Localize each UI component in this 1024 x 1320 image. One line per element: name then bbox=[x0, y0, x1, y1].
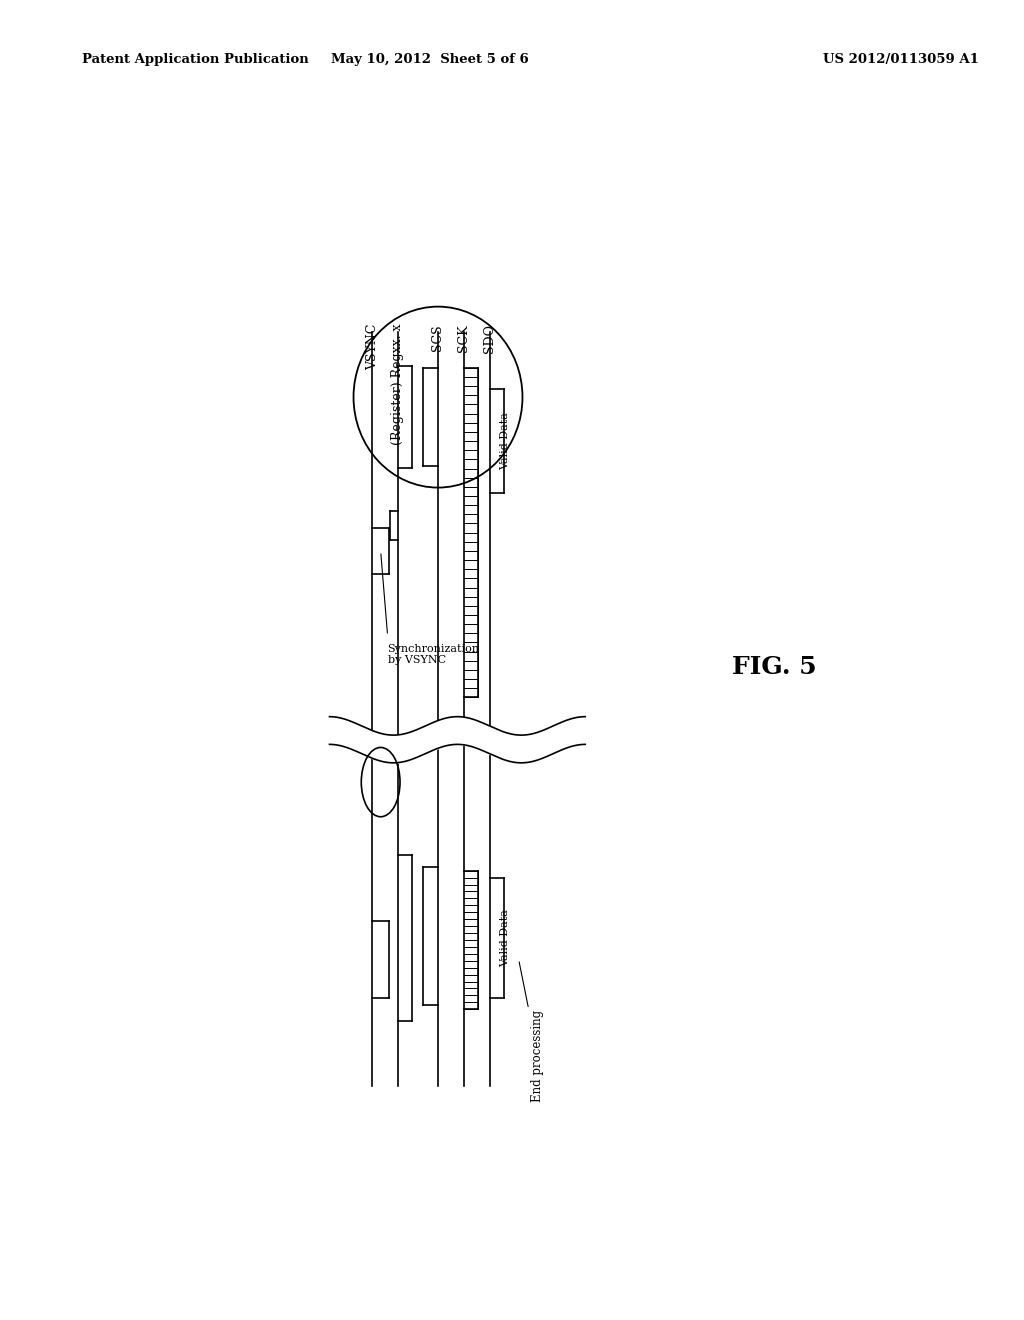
Text: Valid Data: Valid Data bbox=[500, 412, 510, 470]
Text: (Register) Regxx. x: (Register) Regxx. x bbox=[391, 323, 404, 445]
Text: US 2012/0113059 A1: US 2012/0113059 A1 bbox=[823, 53, 979, 66]
Text: Patent Application Publication: Patent Application Publication bbox=[82, 53, 308, 66]
Text: May 10, 2012  Sheet 5 of 6: May 10, 2012 Sheet 5 of 6 bbox=[331, 53, 529, 66]
Text: SDO: SDO bbox=[483, 323, 497, 352]
Text: Synchronization
by VSYNC: Synchronization by VSYNC bbox=[388, 644, 479, 665]
Text: SCK: SCK bbox=[457, 323, 470, 351]
Text: SCS: SCS bbox=[431, 323, 444, 351]
Text: Valid Data: Valid Data bbox=[500, 909, 510, 968]
Text: VSYNC: VSYNC bbox=[366, 323, 379, 371]
Text: FIG. 5: FIG. 5 bbox=[732, 655, 817, 678]
Text: End processing: End processing bbox=[531, 1010, 544, 1101]
